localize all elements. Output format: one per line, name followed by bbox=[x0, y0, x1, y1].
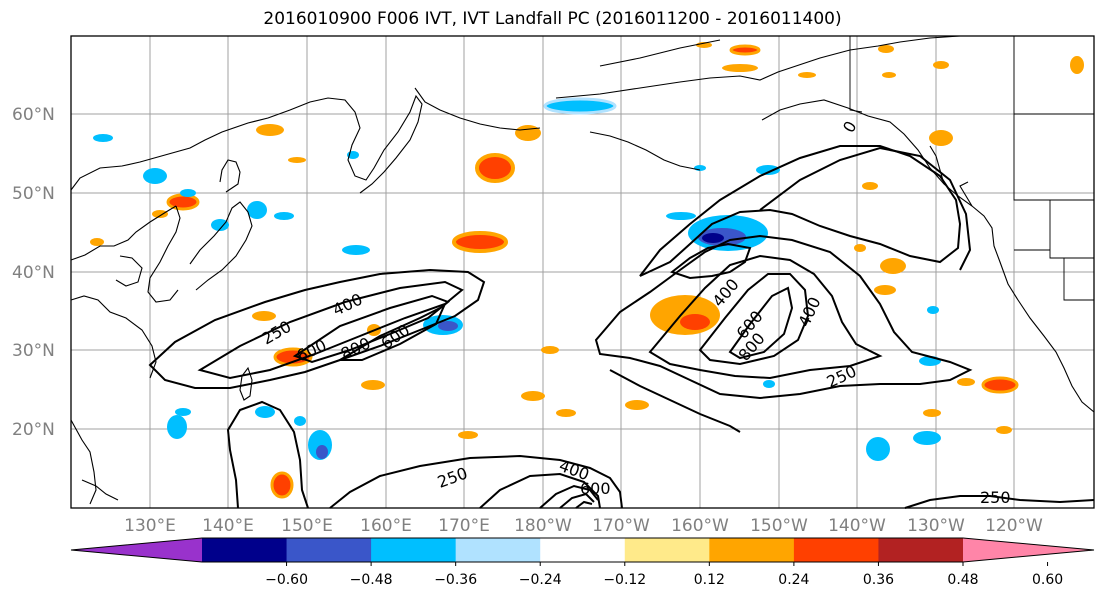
map-title: 2016010900 F006 IVT, IVT Landfall PC (20… bbox=[263, 9, 842, 29]
lon-label: 170°E bbox=[438, 516, 490, 536]
map-panel: 250 400 600 800 600 400 600 800 400 250 … bbox=[70, 35, 1095, 509]
lat-label: 20°N bbox=[12, 420, 55, 440]
colorbar-tick-label: 0.24 bbox=[778, 572, 809, 588]
colorbar-tick-label: −0.24 bbox=[519, 572, 562, 588]
political-borders bbox=[849, 36, 1094, 301]
colorbar-segment bbox=[286, 538, 372, 562]
lon-label: 130°W bbox=[907, 516, 965, 536]
longitude-labels: 130°E 140°E 150°E 160°E 170°E 180°W 170°… bbox=[124, 516, 1043, 536]
lon-label: 140°E bbox=[202, 516, 254, 536]
lon-label: 160°W bbox=[671, 516, 729, 536]
lon-label: 130°E bbox=[124, 516, 176, 536]
colorbar-segment bbox=[709, 538, 795, 562]
lon-label: 140°W bbox=[828, 516, 886, 536]
contour-label: 600 bbox=[580, 479, 611, 498]
colorbar-segment bbox=[624, 538, 710, 562]
lat-label: 50°N bbox=[12, 184, 55, 204]
colorbar-segment bbox=[371, 538, 457, 562]
colorbar-segment bbox=[793, 538, 879, 562]
coastlines bbox=[70, 35, 1095, 505]
colorbar-extend-max bbox=[963, 538, 1094, 562]
colorbar-segment bbox=[878, 538, 964, 562]
lat-label: 30°N bbox=[12, 341, 55, 361]
lon-label: 170°W bbox=[592, 516, 650, 536]
lon-label: 180°W bbox=[514, 516, 572, 536]
colorbar-tick-label: −0.60 bbox=[265, 572, 308, 588]
lat-label: 60°N bbox=[12, 105, 55, 125]
colorbar-segment bbox=[455, 538, 541, 562]
lon-label: 160°E bbox=[360, 516, 412, 536]
colorbar-tick-label: −0.48 bbox=[350, 572, 393, 588]
ivt-contours bbox=[148, 145, 1095, 509]
contour-label: 250 bbox=[980, 488, 1011, 507]
colorbar-tick-label: 0.36 bbox=[863, 572, 894, 588]
colorbar-segment bbox=[202, 538, 288, 562]
colorbar-tick-label: 0.12 bbox=[694, 572, 725, 588]
colorbar-tick-label: 0.60 bbox=[1032, 572, 1063, 588]
colorbar-tick-label: −0.12 bbox=[603, 572, 646, 588]
ivt-landfall-pc-shading bbox=[90, 42, 1084, 499]
colorbar-segment bbox=[540, 538, 626, 562]
colorbar-tick-label: 0.48 bbox=[947, 572, 978, 588]
colorbar-extend-min bbox=[71, 538, 202, 562]
colorbar: −0.60 −0.48 −0.36 −0.24 −0.12 0.12 0.24 0.36 0.4… bbox=[70, 537, 1095, 588]
lat-label: 40°N bbox=[12, 263, 55, 283]
lon-label: 150°E bbox=[281, 516, 333, 536]
latitude-labels: 60°N 50°N 40°N 30°N 20°N bbox=[12, 105, 55, 440]
lon-label: 150°W bbox=[750, 516, 808, 536]
colorbar-tick-label: −0.36 bbox=[434, 572, 477, 588]
lon-label: 120°W bbox=[985, 516, 1043, 536]
